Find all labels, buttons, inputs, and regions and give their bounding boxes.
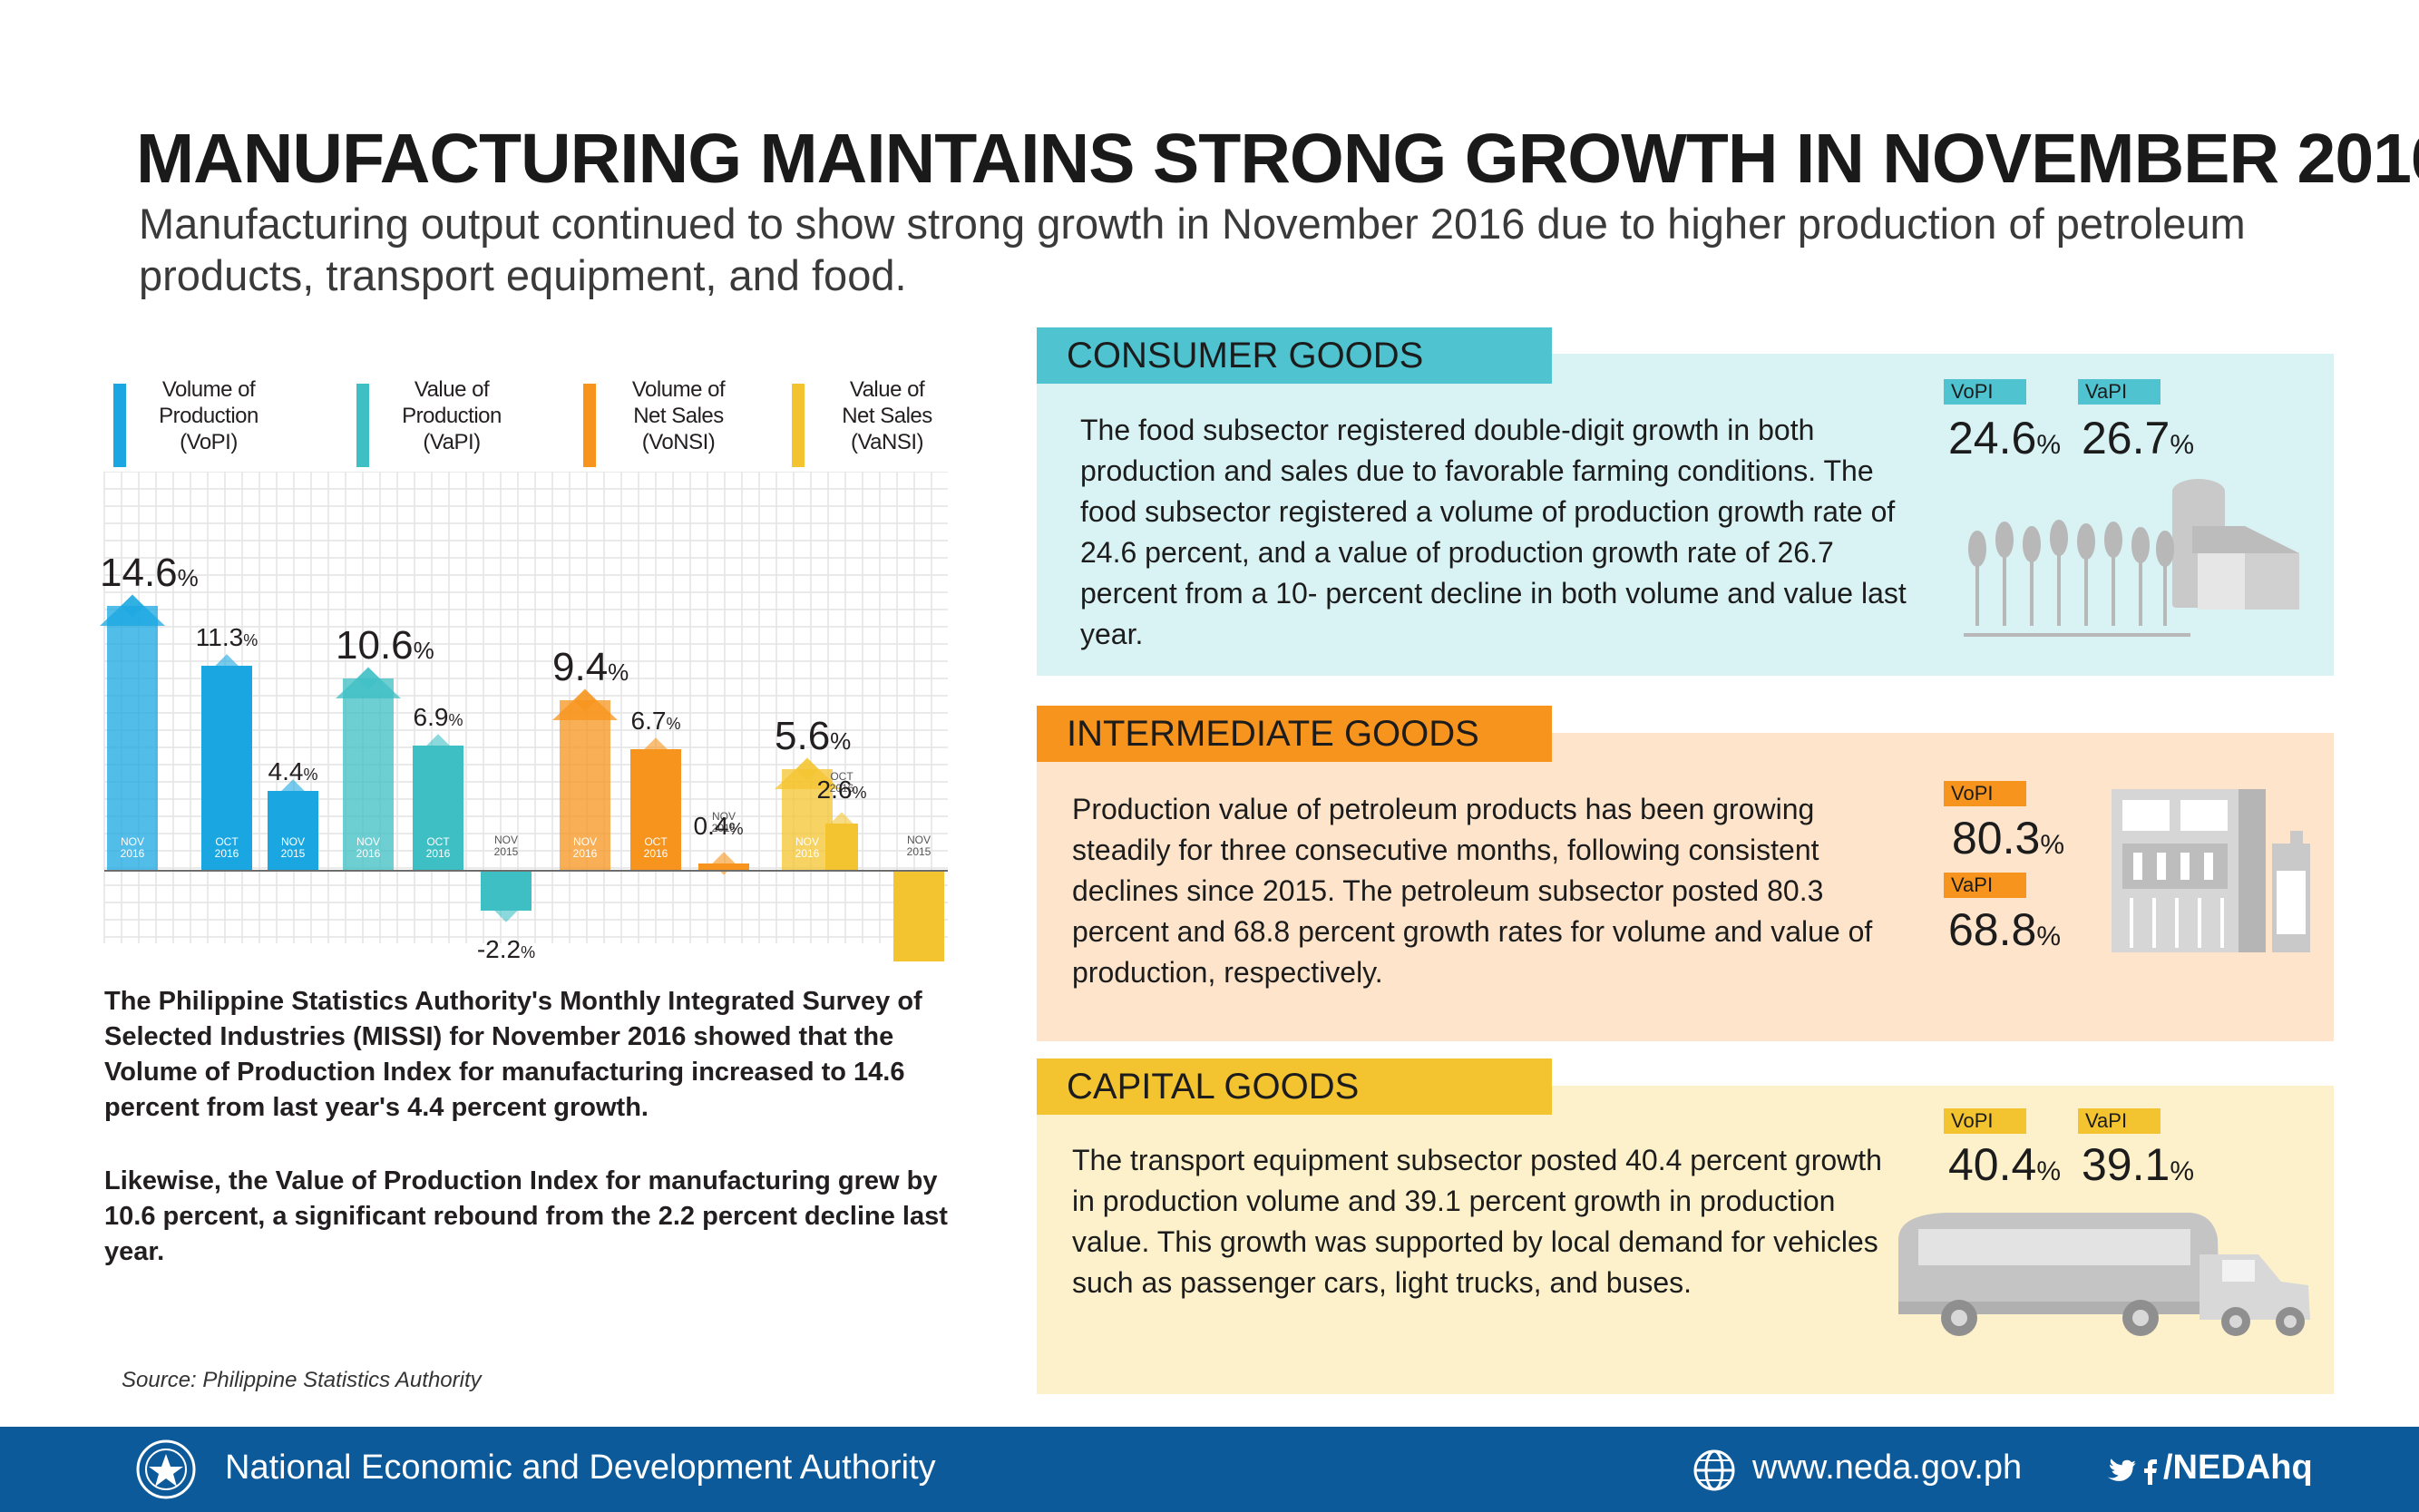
value-marker xyxy=(356,667,380,690)
period-label: NOV xyxy=(795,835,819,848)
period-label: OCT xyxy=(644,835,668,848)
subtitle-line-2: products, transport equipment, and food. xyxy=(139,251,907,299)
consumer-vapi-value: 26.7% xyxy=(2082,413,2195,463)
intermediate-goods-body: Production value of petroleum products h… xyxy=(1072,793,1873,989)
value-label: 6.9% xyxy=(414,703,463,731)
intermediate-vapi-tag: VaPI xyxy=(1944,873,2026,898)
bar-chart-svg: NOV201614.6%OCT201611.3%NOV20154.4%NOV20… xyxy=(100,472,948,961)
bar-3-2 xyxy=(630,749,681,871)
footer-social-handle[interactable]: /NEDAhq xyxy=(2163,1449,2313,1487)
globe-icon xyxy=(1693,1449,1735,1491)
bar-2-1 xyxy=(343,678,394,871)
value-label: 2.6% xyxy=(817,776,867,804)
period-label: NOV xyxy=(356,835,380,848)
consumer-vopi-tag: VoPI xyxy=(1944,379,2026,405)
period-label: NOV xyxy=(907,834,931,846)
subtitle-line-1: Manufacturing output continued to show s… xyxy=(139,200,2246,248)
twitter-facebook-icon[interactable] xyxy=(2104,1458,2159,1487)
legend-label: Volume of Production (VoPI) xyxy=(159,377,258,454)
period-label: 2016 xyxy=(215,847,239,860)
value-label: -2.2% xyxy=(477,935,535,961)
value-label: 6.7% xyxy=(631,707,681,735)
bus-and-truck-icon xyxy=(1898,1213,2310,1336)
value-marker xyxy=(830,812,853,835)
value-marker xyxy=(644,737,668,761)
legend-label: Volume of Net Sales (VoNSI) xyxy=(631,377,726,454)
bar-1-2 xyxy=(201,666,252,871)
period-label: 2016 xyxy=(830,782,854,795)
consumer-vapi-tag: VaPI xyxy=(2078,379,2161,405)
footer-bar xyxy=(0,1427,2419,1512)
period-label: 2016 xyxy=(426,847,451,860)
page-title: MANUFACTURING MAINTAINS STRONG GROWTH IN… xyxy=(136,120,2419,198)
capital-goods-heading: CAPITAL GOODS xyxy=(1037,1058,1552,1115)
capital-vopi-value: 40.4% xyxy=(1948,1139,2062,1190)
footer-website-link[interactable]: www.neda.gov.ph xyxy=(1752,1449,2023,1487)
bar-4-3 xyxy=(893,871,944,961)
summary-paragraph-2: Likewise, the Value of Production Index … xyxy=(104,1166,948,1266)
intermediate-vapi-value: 68.8% xyxy=(1948,904,2062,955)
intermediate-vopi-value: 80.3% xyxy=(1952,813,2065,863)
period-label: 2015 xyxy=(907,845,932,858)
neda-seal-icon xyxy=(136,1439,196,1499)
capital-vapi-value: 39.1% xyxy=(2082,1139,2195,1190)
intermediate-vopi-tag: VoPI xyxy=(1944,781,2026,806)
farm-illustration-icon xyxy=(1964,479,2299,637)
fuel-pump-icon xyxy=(2112,789,2310,952)
value-marker xyxy=(121,594,144,618)
page-subtitle: Manufacturing output continued to show s… xyxy=(139,198,2316,301)
period-label: OCT xyxy=(830,770,853,783)
consumer-goods-panel xyxy=(1037,354,2334,676)
period-label: 2015 xyxy=(494,845,519,858)
value-marker xyxy=(795,757,819,781)
period-label: NOV xyxy=(121,835,144,848)
period-label: 2016 xyxy=(573,847,598,860)
value-label: 9.4% xyxy=(552,645,629,689)
consumer-vopi-value: 24.6% xyxy=(1948,413,2062,463)
footer-organization-name: National Economic and Development Author… xyxy=(225,1449,936,1487)
period-label: OCT xyxy=(215,835,239,848)
bar-chart: NOV 2016 14.6% OCT 2016 11.3% NOV 2015 4.4% NOV 20… xyxy=(100,472,952,961)
period-label: OCT xyxy=(426,835,450,848)
period-label: 2015 xyxy=(712,822,736,834)
summary-paragraph-1: The Philippine Statistics Authority's Mo… xyxy=(104,987,922,1122)
value-marker xyxy=(215,654,239,678)
legend-swatch xyxy=(583,384,596,467)
legend-swatch xyxy=(356,384,369,467)
period-label: 2016 xyxy=(644,847,668,860)
bar-3-1 xyxy=(560,700,610,871)
summary-text: The Philippine Statistics Authority's Mo… xyxy=(104,984,975,1308)
value-label: 10.6% xyxy=(336,623,434,668)
period-label: 2016 xyxy=(795,847,820,860)
value-marker xyxy=(573,688,597,712)
value-marker xyxy=(494,899,518,922)
source-note: Source: Philippine Statistics Authority xyxy=(122,1368,482,1392)
bar-1-3 xyxy=(268,791,318,871)
value-marker xyxy=(712,852,736,875)
period-label: 2015 xyxy=(281,847,306,860)
period-label: NOV xyxy=(573,835,597,848)
capital-vopi-tag: VoPI xyxy=(1944,1108,2026,1134)
consumer-goods-heading: CONSUMER GOODS xyxy=(1037,327,1552,384)
period-label: 2016 xyxy=(356,847,381,860)
capital-goods-body: The transport equipment subsector posted… xyxy=(1072,1144,1882,1299)
period-label: NOV xyxy=(712,810,736,823)
value-marker xyxy=(281,779,305,803)
value-marker xyxy=(426,734,450,757)
capital-vapi-tag: VaPI xyxy=(2078,1108,2161,1134)
consumer-goods-body: The food subsector registered double-dig… xyxy=(1080,414,1907,650)
intermediate-goods-heading: INTERMEDIATE GOODS xyxy=(1037,706,1552,762)
period-label: NOV xyxy=(281,835,305,848)
bar-1-1 xyxy=(107,606,158,871)
period-label: 2016 xyxy=(121,847,145,860)
bar-2-2 xyxy=(413,746,463,871)
legend-swatch xyxy=(113,384,126,467)
legend-swatch xyxy=(792,384,805,467)
value-label: 4.4% xyxy=(268,757,318,785)
legend-label: Value of Net Sales (VaNSI) xyxy=(842,377,932,454)
period-label: NOV xyxy=(494,834,518,846)
legend-label: Value of Production (VaPI) xyxy=(402,377,502,454)
value-label: 5.6% xyxy=(775,714,851,758)
